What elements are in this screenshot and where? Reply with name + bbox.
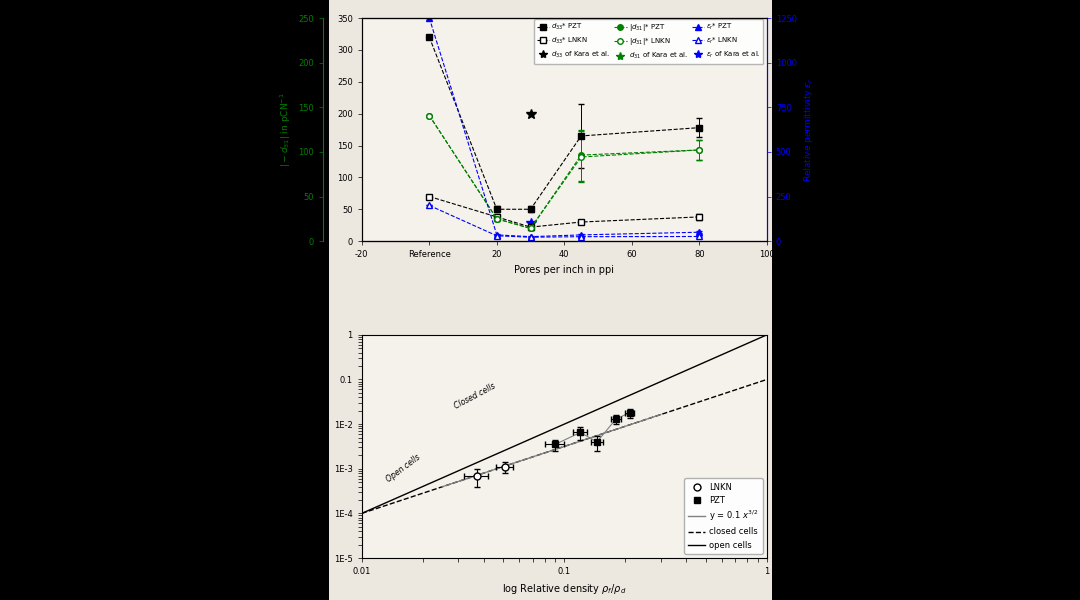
Y-axis label: $|-d_{31}|$ in pCN$^{-1}$: $|-d_{31}|$ in pCN$^{-1}$ [279, 92, 293, 167]
Legend: LNKN, PZT, y = 0.1 $x^{3/2}$, closed cells, open cells: LNKN, PZT, y = 0.1 $x^{3/2}$, closed cel… [684, 478, 762, 554]
Y-axis label: $d_{33}$ in pCN$^{-1}$: $d_{33}$ in pCN$^{-1}$ [316, 101, 332, 158]
Y-axis label: Relative permittivity $\varepsilon_r$: Relative permittivity $\varepsilon_r$ [802, 77, 815, 182]
Legend: $d_{33}$* PZT, $d_{33}$* LNKN, $d_{33}$ of Kara et al., $|d_{31}|$* PZT, $|d_{31: $d_{33}$* PZT, $d_{33}$* LNKN, $d_{33}$ … [534, 19, 764, 64]
Text: Open cells: Open cells [384, 453, 422, 484]
Y-axis label: log Average Relative strength $\sigma_f/\sigma_d$: log Average Relative strength $\sigma_f/… [315, 366, 328, 527]
X-axis label: log Relative density $\rho_f/\rho_d$: log Relative density $\rho_f/\rho_d$ [502, 581, 626, 596]
X-axis label: Pores per inch in ppi: Pores per inch in ppi [514, 265, 615, 275]
Text: Closed cells: Closed cells [453, 382, 497, 411]
